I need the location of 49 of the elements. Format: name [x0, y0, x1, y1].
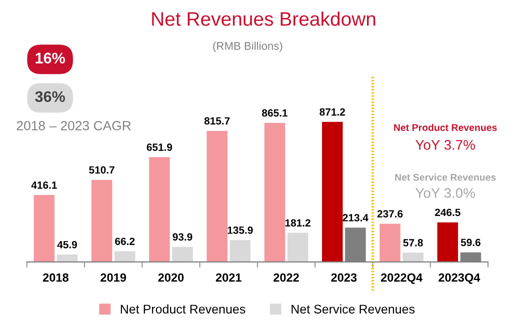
bar	[230, 240, 251, 262]
chart-subtitle: (RMB Billions)	[213, 42, 282, 52]
legend-label: Net Service Revenues	[292, 304, 415, 314]
annotation: Net Product Revenues	[394, 124, 497, 132]
data-label: 57.8	[403, 239, 423, 246]
data-label: 93.9	[172, 233, 192, 241]
annotation: Net Service Revenues	[395, 174, 496, 181]
annotation: YoY 3.7%	[415, 140, 475, 150]
x-tick-label: 2022Q4	[380, 273, 422, 284]
data-label: 181.2	[285, 219, 310, 227]
data-label: 59.6	[460, 238, 480, 246]
x-tick-label: 2018	[42, 273, 68, 282]
bar	[34, 195, 55, 262]
data-label: 45.9	[57, 240, 77, 248]
x-tick-label: 2023	[331, 273, 357, 282]
data-label: 135.9	[228, 226, 253, 234]
legend-label: Net Product Revenues	[120, 304, 246, 314]
data-label: 865.1	[262, 109, 288, 117]
data-label: 237.6	[377, 210, 403, 218]
bar	[437, 222, 458, 262]
x-tick-label: 2021	[216, 273, 242, 282]
x-tick-label: 2019	[100, 273, 126, 282]
bar	[322, 122, 343, 262]
data-label: 510.7	[89, 166, 114, 174]
bar	[172, 246, 193, 262]
data-label: 871.2	[320, 108, 345, 116]
bar	[380, 224, 400, 262]
bar	[114, 251, 136, 262]
bar	[264, 122, 286, 262]
bar	[287, 232, 308, 262]
bar	[91, 180, 112, 262]
data-label: 815.7	[204, 117, 230, 125]
bar	[206, 130, 228, 262]
data-label: 246.5	[434, 208, 460, 216]
x-tick-label: 2023Q4	[438, 273, 480, 284]
annotation: YoY 3.0%	[415, 188, 475, 198]
bar	[56, 254, 78, 262]
annotation: 2018 – 2023 CAGR	[16, 120, 131, 130]
text: 36%	[35, 91, 65, 102]
bar	[149, 157, 170, 262]
data-label: 416.1	[31, 181, 57, 189]
data-label: 66.2	[115, 238, 135, 246]
x-tick-label: 2022	[274, 273, 299, 282]
text: 16%	[36, 52, 65, 64]
data-label: 213.4	[342, 214, 368, 222]
chart-title: Net Revenues Breakdown	[152, 12, 376, 26]
x-tick-label: 2020	[158, 273, 184, 282]
bar	[402, 252, 424, 262]
data-label: 651.9	[146, 144, 172, 151]
